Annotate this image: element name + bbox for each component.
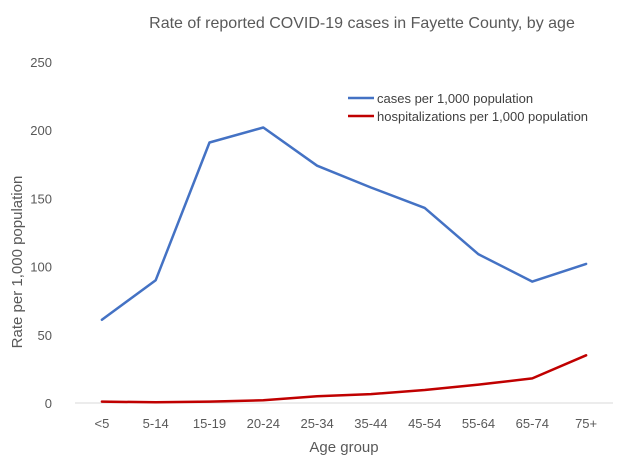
x-tick-label: <5 xyxy=(94,416,109,431)
x-tick-label: 65-74 xyxy=(516,416,549,431)
y-axis-label: Rate per 1,000 population xyxy=(9,176,26,349)
x-tick-label: 5-14 xyxy=(143,416,169,431)
y-tick-label: 250 xyxy=(30,55,52,70)
y-tick-label: 50 xyxy=(38,328,52,343)
x-tick-label: 55-64 xyxy=(462,416,495,431)
chart-title: Rate of reported COVID-19 cases in Fayet… xyxy=(149,15,575,32)
x-tick-label: 75+ xyxy=(575,416,597,431)
x-tick-label: 35-44 xyxy=(354,416,387,431)
x-axis-label: Age group xyxy=(309,439,378,456)
y-tick-label: 150 xyxy=(30,191,52,206)
y-tick-label: 200 xyxy=(30,123,52,138)
x-tick-label: 25-34 xyxy=(300,416,333,431)
series-line-1 xyxy=(100,126,588,322)
x-axis-ticks: <5 5-14 15-19 20-24 25-34 35-44 45-54 55-64 65-7… xyxy=(94,416,597,431)
y-tick-label: 100 xyxy=(30,260,52,275)
legend-label: hospitalizations per 1,000 population xyxy=(377,109,588,124)
x-tick-label: 15-19 xyxy=(193,416,226,431)
series-lines xyxy=(100,126,588,404)
x-tick-label: 45-54 xyxy=(408,416,441,431)
legend: cases per 1,000 population hospitalizatio… xyxy=(348,91,588,124)
y-axis-ticks: 0 50 100 150 200 250 xyxy=(30,55,52,411)
series-line-2 xyxy=(100,354,588,404)
y-tick-label: 0 xyxy=(45,396,52,411)
legend-label: cases per 1,000 population xyxy=(377,91,533,106)
x-tick-label: 20-24 xyxy=(247,416,280,431)
